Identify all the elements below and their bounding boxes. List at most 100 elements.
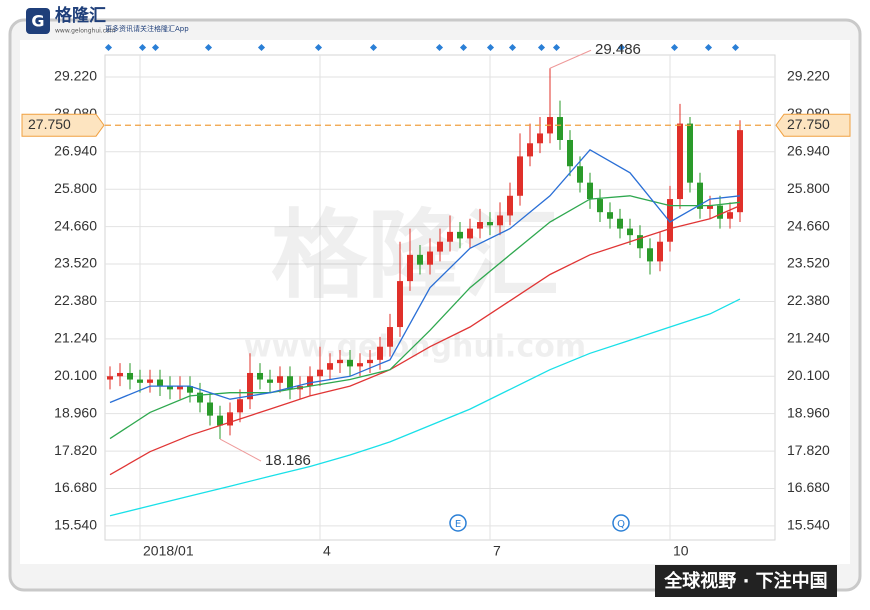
event-marker [204,43,213,52]
candle-body [527,143,533,157]
candle-body [247,372,253,400]
annotation: 29.486 [595,41,641,58]
y-tick-label: 17.820 [787,442,830,458]
x-tick-label: 7 [493,543,501,559]
event-marker [314,43,323,52]
candle-body [397,281,403,328]
candle-body [677,123,683,200]
y-tick-label: 25.800 [54,180,97,196]
candle-body [707,205,713,209]
logo-letter: G [31,12,44,31]
marker-label: E [455,519,461,530]
candle-body [307,376,313,387]
marker-label: Q [617,519,625,530]
candle-body [517,156,523,196]
annotation-leader [549,49,592,69]
y-tick-label: 15.540 [54,517,97,533]
candle-body [147,379,153,383]
event-marker [508,43,517,52]
y-tick-label: 29.220 [787,68,830,84]
candle-body [497,215,503,226]
y-tick-label: 21.240 [54,330,97,346]
event-markers [104,43,740,52]
y-tick-label: 26.940 [787,143,830,159]
event-marker [731,43,740,52]
candle-body [347,359,353,367]
candle-body [127,372,133,380]
candle-body [597,199,603,213]
candle-body [237,399,243,413]
y-tick-label: 26.940 [54,143,97,159]
price-label: 27.750 [28,116,71,132]
candle-body [447,231,453,242]
candle-body [607,212,613,219]
y-tick-label: 23.520 [54,255,97,271]
annotation: 18.186 [265,452,311,469]
candle-body [557,117,563,140]
footer-text: 全球视野 · 下注中国 [663,570,827,592]
report-markers: E Q [449,514,630,532]
candle-body [287,376,293,390]
moving-average [109,205,741,476]
event-marker [369,43,378,52]
event-marker [552,43,561,52]
marker-circle [449,514,467,532]
price-tag [21,113,105,137]
price-tag [775,113,851,137]
candle-body [217,415,223,426]
candle-body [437,241,443,252]
candle-body [337,359,343,364]
candle-body [697,182,703,209]
x-tick-label: 2018/01 [143,543,194,559]
candle-body [577,166,583,183]
y-tick-label: 23.520 [787,255,830,271]
x-tick-label: 4 [323,543,331,559]
y-tick-label: 25.800 [787,180,830,196]
candle-body [487,222,493,226]
moving-average [109,298,741,517]
y-tick-label: 21.240 [787,330,830,346]
candle-body [687,123,693,183]
candle-body [137,379,143,383]
candle-body [417,254,423,265]
y-tick-label: 20.100 [787,367,830,383]
panel [20,40,850,564]
candle-body [617,218,623,229]
watermark: 格隆汇 [271,199,559,311]
event-marker [486,43,495,52]
candle-body [157,379,163,387]
candle-body [257,372,263,380]
candle-body [567,139,573,167]
candle-body [637,235,643,249]
event-marker [459,43,468,52]
y-tick-label: 18.960 [54,404,97,420]
candle-body [227,412,233,426]
candle-body [587,182,593,200]
annotation-leader [219,438,262,462]
logo-icon [26,8,50,34]
y-tick-label: 18.960 [787,404,830,420]
candle-body [387,327,393,347]
y-tick-label: 22.380 [54,292,97,308]
candle-body [317,369,323,377]
candle-body [117,372,123,377]
y-tick-label: 24.660 [787,217,830,233]
logo-site: www.gelonghui.com [55,28,116,35]
candle-body [507,195,513,216]
slogan: 更多资讯请关注格隆汇App [105,24,189,33]
candle-body [667,199,673,242]
y-tick-label: 16.680 [54,479,97,495]
logo-text: 格隆汇 [55,5,106,26]
candle-body [727,212,733,219]
price-label: 27.750 [787,116,830,132]
footer-box [655,565,837,597]
event-marker [670,43,679,52]
y-tick-label: 15.540 [787,517,830,533]
candle-body [177,386,183,390]
candle-body [657,241,663,262]
y-tick-label: 17.820 [54,442,97,458]
logo: G 格隆汇 www.gelonghui.com 更多资讯请关注格隆汇App [26,5,189,35]
y-tick-label: 20.100 [54,367,97,383]
y-tick-label: 29.220 [54,68,97,84]
